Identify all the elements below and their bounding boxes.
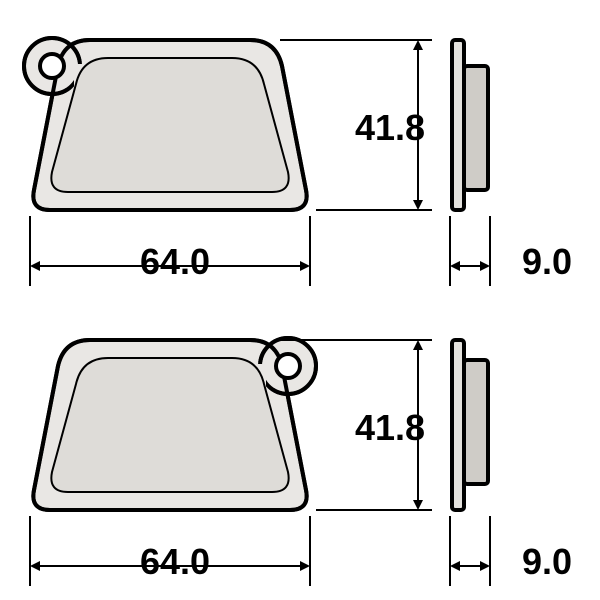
brake-pad-bottom-side <box>452 340 488 510</box>
brake-pad-top-front-friction-surface <box>51 58 288 192</box>
dim-width-bottom-label: 64.0 <box>140 541 210 582</box>
brake-pad-top-front <box>24 38 307 210</box>
dim-thickness-top <box>450 261 490 271</box>
dim-thickness-top-label: 9.0 <box>522 241 572 282</box>
dim-thickness-bottom <box>450 561 490 571</box>
brake-pad-dimension-drawing: 64.0 41.8 9.0 64.0 41.8 9.0 <box>0 0 600 600</box>
brake-pad-top-side <box>452 40 488 210</box>
dim-width-top-label: 64.0 <box>140 241 210 282</box>
brake-pad-bottom-front-friction-surface <box>51 358 288 492</box>
dim-thickness-bottom-label: 9.0 <box>522 541 572 582</box>
dim-height-top-label: 41.8 <box>355 107 425 148</box>
dim-height-bottom-label: 41.8 <box>355 407 425 448</box>
brake-pad-bottom-front <box>33 338 316 510</box>
